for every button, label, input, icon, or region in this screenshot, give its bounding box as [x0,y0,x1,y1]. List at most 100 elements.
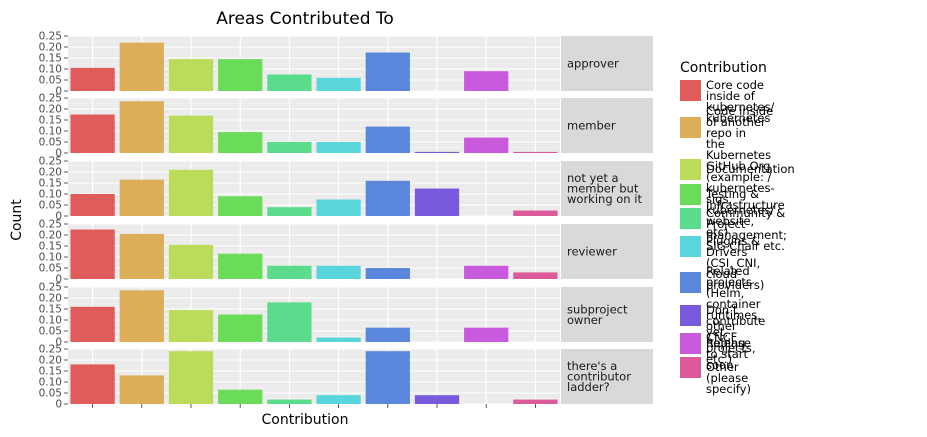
bar [119,233,164,279]
y-tick-label: 0 [55,274,62,286]
bar [218,389,263,404]
y-tick-label: 0.25 [39,219,62,231]
bar [119,101,164,153]
y-tick-label: 0.10 [39,64,62,76]
y-axis-label: Count [9,199,25,241]
y-tick-label: 0.20 [39,167,62,179]
y-tick-label: 0.15 [39,304,62,316]
bar [365,268,410,279]
chart-title: Areas Contributed To [216,9,394,29]
y-tick-label: 0.15 [39,53,62,65]
facet-strip [561,349,653,404]
facet-strip [561,287,653,342]
y-tick-label: 0.05 [39,75,62,87]
y-tick-label: 0.05 [39,200,62,212]
bar [464,327,509,342]
bar [365,52,410,91]
y-tick-label: 0.10 [39,252,62,264]
legend-label: Testing & Infrastructure [706,187,785,212]
bar [513,151,558,153]
y-tick-label: 0.25 [39,156,62,168]
bar [70,229,115,279]
legend-swatch [680,80,701,101]
legend-swatch [680,333,701,354]
bar [119,42,164,91]
bar [267,399,312,404]
y-tick-label: 0 [55,337,62,349]
bar [168,351,214,404]
bar [218,314,263,342]
bar [414,151,460,153]
facet-label: ladder? [567,380,610,394]
bar [365,126,410,153]
bar [119,375,164,404]
legend-label: Related projects (Helm, container runtim… [706,264,761,366]
y-tick-label: 0.15 [39,178,62,190]
legend-swatch [680,184,701,205]
y-tick-label: 0.10 [39,126,62,138]
bar [70,67,115,91]
bar [168,169,214,216]
legend-label: Other (please specify) [706,360,752,396]
bar [70,364,115,404]
bar [218,253,263,279]
legend-label: Community & Project management; SIG Chai… [706,205,787,253]
facet-label: approver [567,57,619,71]
facet-label: reviewer [567,245,617,259]
bar [513,210,558,216]
bar [119,179,164,216]
legend-swatch [680,305,701,326]
bar [70,194,115,216]
bar [70,306,115,342]
legend-swatch [680,117,701,138]
facet-label: member but [567,182,639,196]
bar [513,399,558,404]
y-tick-label: 0.10 [39,315,62,327]
bar [464,71,509,91]
y-tick-label: 0.10 [39,377,62,389]
legend: Contribution Core code inside of kuberne… [680,60,925,395]
facet-strip [561,224,653,279]
facet-label: there's a [567,359,617,373]
y-tick-label: 0.05 [39,137,62,149]
facet-label: not yet a [567,171,619,185]
y-tick-label: 0.25 [39,93,62,105]
bar [414,395,460,404]
x-axis-label: Contribution [262,412,349,428]
legend-label: Documentation [706,162,795,176]
y-tick-label: 0 [55,148,62,160]
legend-swatch [680,208,701,229]
legend-label: Code inside of another repo in the Kuber… [706,103,775,239]
bar [168,59,214,91]
legend-label: Plugins & Drivers (CSI, CNI, cloud provi… [706,233,765,292]
facet-label: member [567,119,616,133]
bar [70,114,115,153]
facet-strip [561,36,653,91]
bar [218,196,263,216]
y-tick-label: 0.20 [39,104,62,116]
facet-strip [561,98,653,153]
bar [316,265,361,279]
y-tick-label: 0 [55,399,62,411]
facet-label: subproject [567,302,628,316]
y-tick-label: 0.05 [39,263,62,275]
y-tick-label: 0.15 [39,241,62,253]
facet-strip [561,161,653,216]
bar [316,337,361,342]
legend-title: Contribution [680,60,767,76]
y-tick-label: 0.15 [39,115,62,127]
bar [365,351,410,404]
bar [414,188,460,216]
y-tick-label: 0.25 [39,282,62,294]
bar [365,327,410,342]
facet-label: owner [567,313,603,327]
y-tick-label: 0.15 [39,366,62,378]
bar [168,244,214,279]
bar [267,74,312,91]
y-tick-label: 0.20 [39,230,62,242]
bar [267,265,312,279]
y-tick-label: 0.10 [39,189,62,201]
legend-swatch [680,236,701,257]
bar [267,142,312,153]
legend-label: Release [706,336,751,350]
